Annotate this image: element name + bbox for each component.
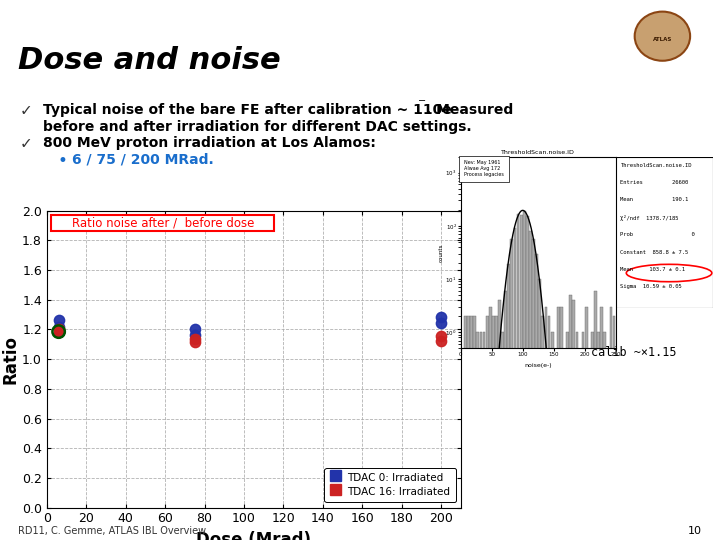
Text: 10: 10 — [688, 525, 702, 536]
Bar — [477, 332, 480, 540]
Text: −: − — [418, 96, 426, 106]
Bar — [473, 316, 476, 540]
Point — [53, 327, 64, 336]
FancyBboxPatch shape — [616, 157, 713, 308]
Bar — [582, 332, 585, 540]
Bar — [539, 279, 541, 540]
Bar — [572, 300, 575, 540]
Bar — [603, 332, 606, 540]
Y-axis label: Ratio: Ratio — [1, 335, 19, 383]
Circle shape — [635, 11, 690, 60]
Bar — [492, 316, 495, 540]
Point — [189, 330, 200, 339]
Text: before and after irradiation for different DAC settings.: before and after irradiation for differe… — [43, 120, 472, 134]
Bar — [508, 264, 510, 540]
Text: χ²/ndf  1378.7/185: χ²/ndf 1378.7/185 — [621, 215, 679, 221]
Text: RD11, C. Gemme, ATLAS IBL Overview: RD11, C. Gemme, ATLAS IBL Overview — [18, 525, 206, 536]
Text: Ratio noise after /  before dose: Ratio noise after / before dose — [72, 217, 254, 230]
Bar — [613, 316, 616, 540]
Text: ATLAS: ATLAS — [653, 37, 672, 42]
Bar — [551, 332, 554, 540]
Bar — [513, 228, 516, 540]
Text: 6 / 75 / 200 MRad.: 6 / 75 / 200 MRad. — [72, 152, 214, 166]
Text: Nev: May 1961
Alwae Avg 172
Process legacies: Nev: May 1961 Alwae Avg 172 Process lega… — [464, 160, 504, 177]
Bar — [501, 332, 504, 540]
Y-axis label: counts: counts — [439, 243, 444, 262]
Bar — [520, 215, 523, 540]
Bar — [523, 212, 526, 540]
Text: Sigma  10.59 ± 0.05: Sigma 10.59 ± 0.05 — [621, 285, 683, 289]
Bar — [541, 316, 544, 540]
Point — [53, 325, 64, 333]
Bar — [597, 332, 600, 540]
Point — [53, 315, 64, 324]
Bar — [467, 316, 470, 540]
Bar — [480, 332, 482, 540]
Bar — [517, 214, 519, 540]
Text: ThresholdScan.noise.ID: ThresholdScan.noise.ID — [621, 163, 692, 167]
Bar — [526, 216, 528, 540]
Bar — [532, 239, 535, 540]
Point — [189, 335, 200, 343]
Bar — [489, 307, 492, 540]
Bar — [482, 332, 485, 540]
Bar — [529, 231, 532, 540]
Point — [436, 313, 447, 321]
X-axis label: Dose (Mrad): Dose (Mrad) — [197, 531, 311, 540]
Legend: TDAC 0: Irradiated, TDAC 16: Irradiated: TDAC 0: Irradiated, TDAC 16: Irradiated — [325, 468, 456, 502]
Bar — [470, 316, 473, 540]
Text: ✓: ✓ — [20, 136, 33, 151]
Bar — [504, 291, 507, 540]
Text: Dose and noise: Dose and noise — [18, 46, 281, 75]
Title: ThresholdScan.noise.ID: ThresholdScan.noise.ID — [501, 150, 575, 155]
Bar — [585, 307, 588, 540]
X-axis label: noise(e-): noise(e-) — [524, 363, 552, 368]
Text: •: • — [58, 152, 68, 170]
Bar — [594, 291, 597, 540]
Bar — [510, 239, 513, 540]
Text: Typical noise of the bare FE after calibration ~ 110e: Typical noise of the bare FE after calib… — [43, 103, 452, 117]
Text: Constant  858.8 ± 7.5: Constant 858.8 ± 7.5 — [621, 249, 689, 254]
Bar — [486, 316, 488, 540]
Bar — [610, 307, 612, 540]
Bar — [591, 332, 594, 540]
Point — [53, 323, 64, 332]
Point — [436, 332, 447, 340]
Point — [53, 327, 64, 336]
Text: Prob                  0: Prob 0 — [621, 232, 696, 237]
Text: calib ~×1.15: calib ~×1.15 — [591, 346, 676, 359]
Bar — [570, 295, 572, 540]
Bar — [535, 254, 538, 540]
Text: . Measured: . Measured — [426, 103, 513, 117]
Point — [189, 325, 200, 333]
Text: 800 MeV proton irradiation at Los Alamos:: 800 MeV proton irradiation at Los Alamos… — [43, 136, 376, 150]
Point — [436, 336, 447, 345]
Bar — [495, 316, 498, 540]
Text: Mean            190.1: Mean 190.1 — [621, 198, 689, 202]
Bar — [600, 307, 603, 540]
Text: Mean     103.7 ± 0.1: Mean 103.7 ± 0.1 — [621, 267, 685, 272]
Bar — [566, 332, 569, 540]
Point — [189, 338, 200, 346]
Bar — [464, 316, 467, 540]
Text: Entries         26600: Entries 26600 — [621, 180, 689, 185]
Point — [436, 319, 447, 327]
Text: ✓: ✓ — [20, 103, 33, 118]
Bar — [575, 332, 578, 540]
Bar — [548, 316, 550, 540]
Bar — [498, 300, 501, 540]
Bar — [544, 307, 547, 540]
Bar — [560, 307, 563, 540]
Point — [53, 327, 64, 336]
Bar — [557, 307, 559, 540]
FancyBboxPatch shape — [50, 215, 274, 231]
